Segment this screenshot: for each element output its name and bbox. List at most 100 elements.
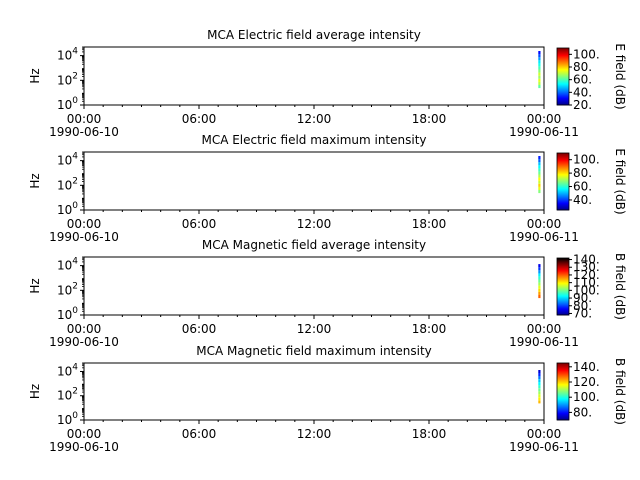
y-tick-label: 104 xyxy=(57,257,78,273)
colorbar-swatch xyxy=(557,311,569,313)
colorbar-swatch xyxy=(557,296,569,298)
colorbar-tick-label: 140. xyxy=(573,360,600,374)
spectrogram-cell xyxy=(538,391,541,395)
colorbar-label: E field (dB) xyxy=(613,148,627,214)
colorbar-swatch xyxy=(557,177,569,180)
colorbar-swatch xyxy=(557,383,569,386)
colorbar-swatch xyxy=(557,403,569,406)
colorbar-swatch xyxy=(557,380,569,382)
x-tick-date: 1990-06-10 xyxy=(49,125,119,139)
spectrogram-cell xyxy=(538,85,541,89)
colorbar-swatch xyxy=(557,392,569,394)
colorbar-swatch xyxy=(557,187,569,189)
colorbar-swatch xyxy=(557,57,569,59)
colorbar-swatch xyxy=(557,94,569,96)
colorbar-swatch xyxy=(557,87,569,90)
colorbar-swatch xyxy=(557,393,569,395)
colorbar-frame xyxy=(556,47,570,106)
spectrogram-cell xyxy=(538,156,541,160)
colorbar-swatch xyxy=(557,157,569,160)
colorbar-swatch xyxy=(557,395,569,397)
colorbar-swatch xyxy=(557,384,569,387)
colorbar-swatch xyxy=(557,266,569,268)
colorbar-swatch xyxy=(557,65,569,67)
colorbar-swatch xyxy=(557,312,569,314)
colorbar-swatch xyxy=(557,54,569,56)
colorbar-swatch xyxy=(557,180,569,182)
y-tick-label: 100 xyxy=(57,306,78,322)
y-axis-label: Hz xyxy=(28,384,42,399)
colorbar-swatch xyxy=(557,191,569,194)
colorbar-swatch xyxy=(557,296,569,299)
colorbar-swatch xyxy=(557,200,569,202)
colorbar-swatch xyxy=(557,413,569,415)
colorbar-swatch xyxy=(557,164,569,166)
colorbar-swatch xyxy=(557,198,569,200)
colorbar-swatch xyxy=(557,79,569,81)
panel-title: MCA Electric field maximum intensity xyxy=(201,133,426,147)
colorbar-swatch xyxy=(557,299,569,302)
colorbar-swatch xyxy=(557,377,569,379)
colorbar-swatch xyxy=(557,201,569,203)
colorbar-frame xyxy=(556,362,570,421)
colorbar-swatch xyxy=(557,288,569,290)
colorbar-swatch xyxy=(557,390,569,392)
colorbar-tick-label: 70. xyxy=(573,306,592,320)
colorbar-swatch xyxy=(557,186,569,188)
colorbar-swatch xyxy=(557,192,569,195)
x-tick-label: 00:00 xyxy=(527,112,562,126)
colorbar-swatch xyxy=(557,387,569,390)
colorbar-swatch xyxy=(557,273,569,275)
colorbar-swatch xyxy=(557,259,569,262)
colorbar-swatch xyxy=(557,291,569,293)
colorbar-swatch xyxy=(557,310,569,312)
colorbar-swatch xyxy=(557,262,569,265)
colorbar-swatch xyxy=(557,158,569,161)
y-axis-label: Hz xyxy=(28,278,42,293)
colorbar-tick-label: 60. xyxy=(573,180,592,194)
colorbar-swatch xyxy=(557,397,569,399)
colorbar-swatch xyxy=(557,271,569,273)
colorbar-swatch xyxy=(557,302,569,304)
colorbar-swatch xyxy=(557,72,569,75)
colorbar-tick-label: 100. xyxy=(573,283,600,297)
colorbar-swatch xyxy=(557,304,569,306)
colorbar-swatch xyxy=(557,81,569,83)
colorbar-swatch xyxy=(557,52,569,55)
colorbar-tick-label: 120. xyxy=(573,268,600,282)
colorbar-swatch xyxy=(557,103,569,105)
spectrogram-cell xyxy=(538,291,541,295)
y-tick-label: 102 xyxy=(57,176,78,192)
colorbar-swatch xyxy=(557,179,569,181)
spectrogram-cell xyxy=(538,376,541,379)
colorbar-swatch xyxy=(557,276,569,278)
colorbar-swatch xyxy=(557,59,569,61)
plot-frame xyxy=(83,256,545,316)
x-tick-label: 18:00 xyxy=(412,217,447,231)
colorbar-swatch xyxy=(557,290,569,292)
colorbar-swatch xyxy=(557,85,569,87)
colorbar-swatch xyxy=(557,197,569,199)
colorbar-swatch xyxy=(557,56,569,58)
panel-2: MCA Electric field maximum intensity 00:0… xyxy=(28,133,627,244)
spectrogram-cell xyxy=(538,72,541,76)
x-tick-label: 06:00 xyxy=(182,322,217,336)
spectrogram-cell xyxy=(538,177,541,181)
colorbar-swatch xyxy=(557,166,569,168)
colorbar-swatch xyxy=(557,418,569,420)
colorbar-swatch xyxy=(557,60,569,62)
spectrogram-cell xyxy=(538,382,541,386)
colorbar-swatch xyxy=(557,92,569,94)
colorbar-swatch xyxy=(557,168,569,170)
colorbar-swatch xyxy=(557,301,569,304)
colorbar-swatch xyxy=(557,99,569,101)
colorbar-swatch xyxy=(557,174,569,177)
colorbar-swatch xyxy=(557,202,569,204)
colorbar-swatch xyxy=(557,305,569,307)
colorbar-swatch xyxy=(557,204,569,206)
colorbar-swatch xyxy=(557,70,569,73)
colorbar-swatch xyxy=(557,64,569,66)
x-tick-date: 1990-06-11 xyxy=(509,230,579,244)
colorbar-swatch xyxy=(557,289,569,291)
colorbar-swatch xyxy=(557,188,569,190)
